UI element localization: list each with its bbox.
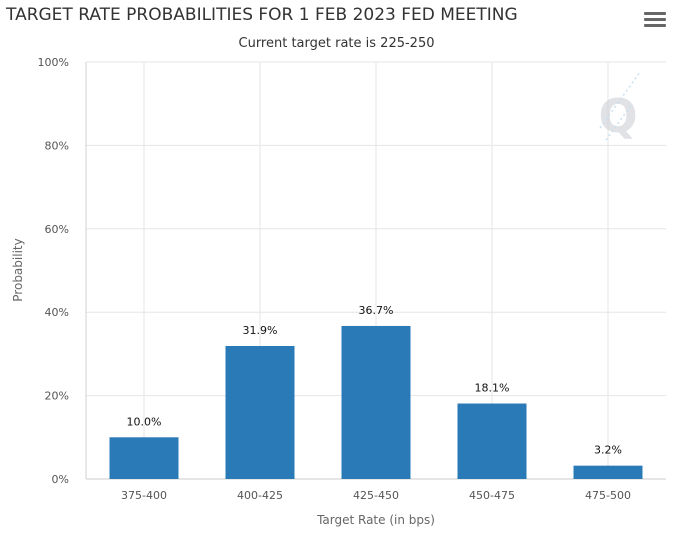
bar-400-425[interactable] bbox=[225, 345, 295, 479]
x-tick-label: 400-425 bbox=[237, 489, 283, 502]
bars bbox=[109, 325, 643, 479]
y-tick-label: 100% bbox=[38, 56, 69, 69]
y-tick-label: 0% bbox=[52, 473, 69, 486]
svg-text:Q: Q bbox=[598, 89, 637, 143]
y-tick-label: 60% bbox=[45, 223, 69, 236]
data-labels: 10.0% 31.9% 36.7% 18.1% 3.2% bbox=[127, 304, 622, 457]
x-tick-label: 425-450 bbox=[353, 489, 399, 502]
bar-425-450[interactable] bbox=[341, 325, 411, 479]
chart-subtitle: Current target rate is 225-250 bbox=[238, 36, 435, 51]
data-label: 31.9% bbox=[243, 324, 278, 337]
y-axis-ticks: 0% 20% 40% 60% 80% 100% bbox=[38, 56, 69, 486]
y-tick-label: 20% bbox=[45, 390, 69, 403]
bar-375-400[interactable] bbox=[109, 437, 179, 479]
bar-475-500[interactable] bbox=[573, 465, 643, 479]
quandl-logo-watermark: Q bbox=[598, 71, 641, 143]
x-tick-label: 475-500 bbox=[585, 489, 631, 502]
x-tick-label: 450-475 bbox=[469, 489, 515, 502]
data-label: 18.1% bbox=[475, 382, 510, 395]
data-label: 3.2% bbox=[594, 444, 622, 457]
data-label: 10.0% bbox=[127, 415, 162, 428]
x-axis-title: Target Rate (in bps) bbox=[316, 513, 435, 527]
x-axis-ticks: 375-400 400-425 425-450 450-475 475-500 bbox=[121, 489, 631, 502]
bar-450-475[interactable] bbox=[457, 403, 527, 479]
gridlines bbox=[85, 61, 666, 480]
data-label: 36.7% bbox=[359, 304, 394, 317]
y-tick-label: 40% bbox=[45, 306, 69, 319]
hamburger-menu-icon[interactable] bbox=[644, 12, 666, 32]
x-tick-label: 375-400 bbox=[121, 489, 167, 502]
y-tick-label: 80% bbox=[45, 139, 69, 152]
chart-title: TARGET RATE PROBABILITIES FOR 1 FEB 2023… bbox=[6, 5, 518, 25]
y-axis-title: Probability bbox=[11, 238, 25, 301]
